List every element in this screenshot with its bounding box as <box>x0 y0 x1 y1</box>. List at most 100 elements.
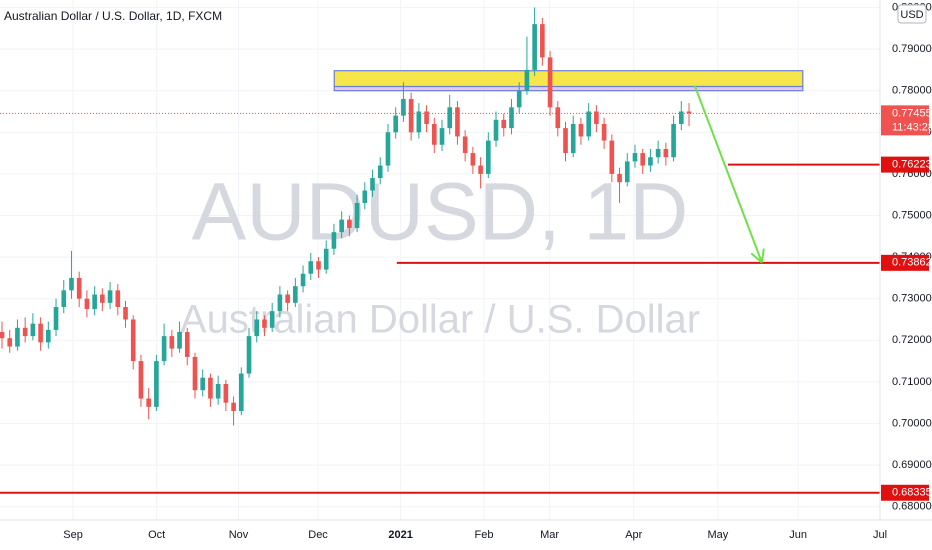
candle-body <box>555 107 561 129</box>
arrow-head <box>750 252 763 264</box>
candle-body <box>563 128 568 154</box>
candle-body <box>493 119 499 141</box>
level-badge <box>881 484 929 501</box>
candle-body <box>15 327 20 347</box>
x-tick-label: Nov <box>229 529 249 541</box>
candle-body <box>316 261 321 270</box>
candle-body <box>532 24 537 70</box>
candle-body <box>524 69 530 91</box>
y-tick-label: 0.79000 <box>892 43 932 55</box>
candle-body <box>323 248 329 270</box>
candle-body <box>293 286 298 303</box>
x-tick-label: Jul <box>873 529 887 541</box>
candle-body <box>393 115 398 133</box>
candle-body <box>254 319 260 337</box>
candle-body <box>370 178 375 191</box>
candle-body <box>223 383 229 403</box>
candle-body <box>447 107 453 129</box>
candle-body <box>200 377 206 391</box>
candle-body <box>416 111 422 133</box>
candle-body <box>632 153 638 162</box>
level-label: 0.68335 <box>892 487 932 499</box>
currency-badge[interactable] <box>897 4 927 24</box>
y-tick-label: 0.70000 <box>892 417 932 429</box>
candle-body <box>100 294 105 303</box>
watermark: AUDUSD, 1D <box>192 167 689 258</box>
countdown-label: 11:43:28 <box>892 121 932 133</box>
candle-body <box>678 111 684 124</box>
candle-body <box>61 290 67 308</box>
candle-body <box>486 140 491 174</box>
x-tick-label: Oct <box>148 529 165 541</box>
candle-body <box>640 153 646 166</box>
candle-body <box>462 136 468 154</box>
x-tick-label: Mar <box>540 529 559 541</box>
candle-body <box>401 99 406 116</box>
candle-body <box>177 331 182 349</box>
candle-body <box>377 165 383 179</box>
candle-body <box>123 307 128 320</box>
y-tick-label: 0.69000 <box>892 459 932 471</box>
candle-body <box>385 132 391 166</box>
x-tick-label: Feb <box>475 529 494 541</box>
candle-body <box>22 327 28 337</box>
candle-body <box>586 111 591 137</box>
candle-body <box>285 294 290 303</box>
candle-body <box>169 336 175 349</box>
candle-body <box>0 331 5 339</box>
candle-body <box>424 111 429 124</box>
candle-body <box>38 323 43 343</box>
candle-body <box>578 123 584 137</box>
x-tick-label: May <box>708 529 729 541</box>
candle-body <box>470 153 476 166</box>
candle-body <box>617 173 622 183</box>
candle-body <box>594 111 599 124</box>
candle-body <box>408 99 414 133</box>
arrow-head <box>760 248 765 263</box>
arrow-shaft <box>693 85 763 263</box>
candle-body <box>501 119 507 129</box>
x-tick-label: Sep <box>63 529 83 541</box>
candle-body <box>192 356 198 391</box>
candle-body <box>84 298 90 310</box>
candle-body <box>540 24 545 58</box>
candle-body <box>154 361 159 407</box>
candle-body <box>663 148 669 158</box>
x-tick-label: Jun <box>789 529 807 541</box>
candle-body <box>331 232 337 249</box>
candle-body <box>308 261 314 274</box>
candle-body <box>30 323 36 337</box>
candle-body <box>624 161 630 183</box>
zone <box>333 85 804 92</box>
candle-body <box>671 123 676 158</box>
candle-body <box>686 111 692 114</box>
candle-body <box>238 373 244 412</box>
candle-body <box>107 290 113 303</box>
candle-body <box>439 128 445 145</box>
y-tick-label: 0.73000 <box>892 293 932 305</box>
candle-body <box>354 203 360 228</box>
candle-body <box>609 140 615 174</box>
candle-body <box>347 219 352 228</box>
candle-body <box>146 398 151 407</box>
plot <box>0 7 880 494</box>
candle-body <box>478 165 483 174</box>
y-tick-label: 0.71000 <box>892 376 932 388</box>
candle-body <box>300 273 306 287</box>
candle-body <box>215 383 221 399</box>
candle-body <box>7 338 13 347</box>
candle-body <box>277 294 283 312</box>
candle-body <box>184 331 190 357</box>
candle-body <box>339 219 344 233</box>
candle-body <box>655 148 661 158</box>
candle-body <box>570 123 576 154</box>
axes: 0.68000 0.69000 0.70000 0.71000 0.72000 0.730… <box>63 1 932 541</box>
candle-body <box>246 336 252 374</box>
y-tick-label: 0.68000 <box>892 501 932 513</box>
last-price-badge <box>881 105 929 136</box>
candle-body <box>138 361 144 399</box>
x-tick-label: Dec <box>308 529 328 541</box>
candle-body <box>92 294 97 310</box>
y-tick-label: 0.75000 <box>892 209 932 221</box>
x-tick-label: Apr <box>625 529 642 541</box>
